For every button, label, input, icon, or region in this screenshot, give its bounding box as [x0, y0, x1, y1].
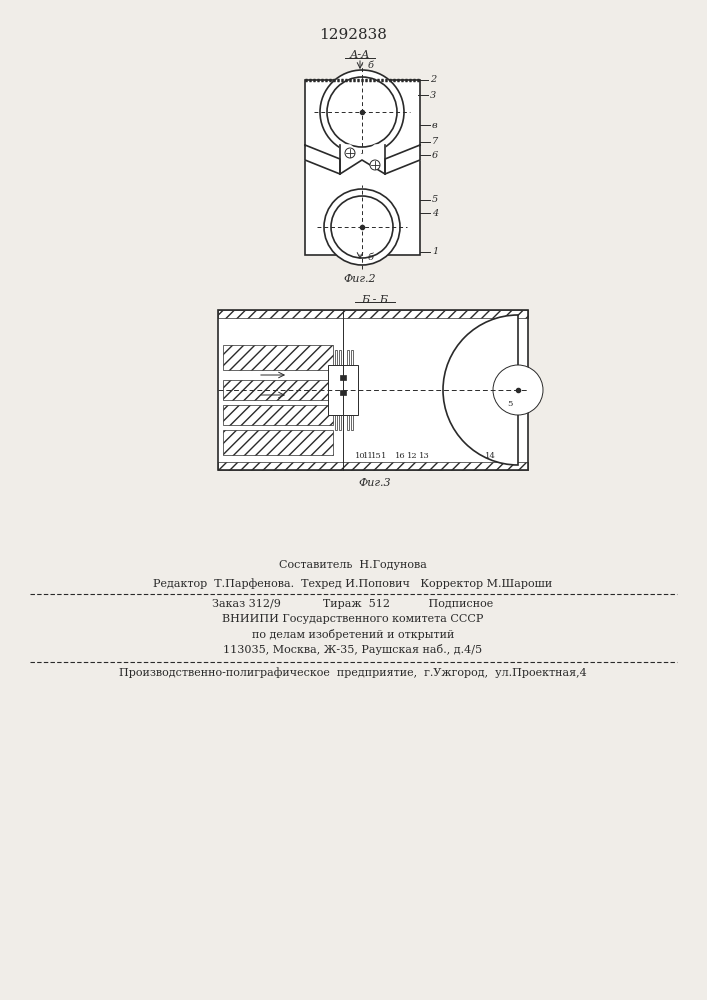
Bar	[340, 390, 346, 395]
Text: Заказ 312/9            Тираж  512           Подписное: Заказ 312/9 Тираж 512 Подписное	[212, 599, 493, 609]
Wedge shape	[443, 315, 518, 465]
Text: 15: 15	[370, 452, 381, 460]
Text: б: б	[368, 60, 374, 70]
Text: 3: 3	[430, 91, 436, 100]
Polygon shape	[385, 145, 420, 174]
Bar	[218, 310, 528, 470]
Circle shape	[493, 365, 543, 415]
Bar	[218, 462, 528, 470]
Polygon shape	[305, 145, 340, 174]
Bar	[223, 380, 333, 400]
Bar	[340, 375, 346, 380]
Text: 4: 4	[432, 209, 438, 218]
Text: 1292838: 1292838	[319, 28, 387, 42]
Text: 5: 5	[432, 196, 438, 205]
Text: Производственно-полиграфическое  предприятие,  г.Ужгород,  ул.Проектная,4: Производственно-полиграфическое предприя…	[119, 667, 587, 678]
Bar	[223, 345, 333, 370]
Text: Фиг.3: Фиг.3	[358, 478, 391, 488]
Text: 10: 10	[355, 452, 366, 460]
Text: 12: 12	[407, 452, 417, 460]
Text: в: в	[432, 120, 438, 129]
Text: 1: 1	[432, 247, 438, 256]
Circle shape	[324, 189, 400, 265]
Text: 7: 7	[432, 137, 438, 146]
Text: по делам изобретений и открытий: по делам изобретений и открытий	[252, 629, 454, 640]
Text: 6: 6	[432, 150, 438, 159]
Text: 113035, Москва, Ж-35, Раушская наб., д.4/5: 113035, Москва, Ж-35, Раушская наб., д.4…	[223, 644, 483, 655]
Text: Б - Б: Б - Б	[361, 295, 389, 305]
Bar	[223, 405, 333, 425]
Bar	[223, 430, 333, 455]
Text: 11: 11	[363, 452, 373, 460]
Bar	[347, 350, 349, 430]
Circle shape	[370, 160, 380, 170]
Text: ВНИИПИ Государственного комитета СССР: ВНИИПИ Государственного комитета СССР	[222, 614, 484, 624]
Text: 2: 2	[430, 76, 436, 85]
Bar	[328, 365, 358, 415]
Text: б: б	[368, 253, 374, 262]
Text: 14: 14	[484, 452, 496, 460]
Text: Составитель  Н.Годунова: Составитель Н.Годунова	[279, 560, 427, 570]
Bar	[218, 310, 528, 318]
Circle shape	[345, 148, 355, 158]
Bar	[339, 350, 341, 430]
Bar	[305, 80, 420, 255]
Text: Фиг.2: Фиг.2	[344, 274, 376, 284]
Bar	[351, 350, 353, 430]
Circle shape	[320, 70, 404, 154]
Bar	[335, 350, 337, 430]
Text: 1: 1	[381, 452, 387, 460]
Text: 16: 16	[395, 452, 405, 460]
Text: 13: 13	[419, 452, 429, 460]
Polygon shape	[340, 145, 385, 174]
Text: Редактор  Т.Парфенова.  Техред И.Попович   Корректор М.Шароши: Редактор Т.Парфенова. Техред И.Попович К…	[153, 578, 553, 589]
Text: А-А: А-А	[350, 50, 370, 60]
Text: 5: 5	[508, 400, 513, 408]
